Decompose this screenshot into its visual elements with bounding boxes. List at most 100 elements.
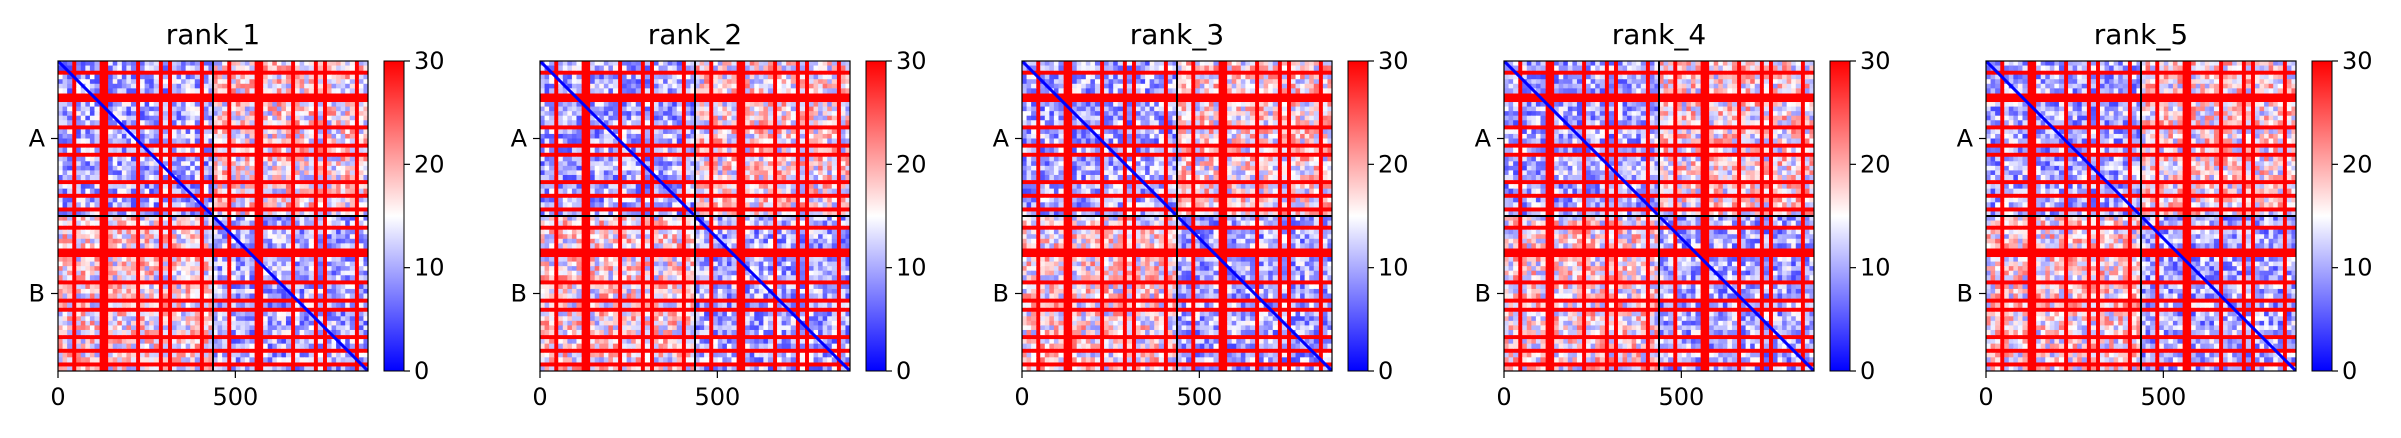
heatmap-cell	[263, 156, 269, 162]
heatmap-cell	[799, 352, 806, 358]
heatmap-cell	[295, 120, 301, 126]
heatmap-cell	[112, 234, 118, 240]
heatmap-cell	[117, 74, 123, 80]
heatmap-cell	[358, 197, 365, 203]
heatmap-cell	[663, 216, 669, 222]
heatmap-cell	[626, 261, 632, 267]
heatmap-cell	[317, 74, 324, 80]
heatmap-cell	[267, 129, 273, 135]
heatmap-cell	[622, 111, 628, 117]
heatmap-cell	[827, 293, 833, 299]
heatmap-cell	[349, 275, 355, 281]
heatmap-cell	[185, 79, 191, 85]
heatmap-cell	[267, 316, 273, 322]
heatmap-cell	[731, 74, 737, 80]
heatmap-cell	[185, 197, 191, 203]
heatmap-cell	[622, 83, 628, 89]
heatmap-cell	[658, 120, 664, 126]
heatmap-cell	[235, 197, 241, 203]
heatmap-cell	[599, 161, 605, 167]
heatmap-cell	[695, 111, 701, 117]
heatmap-cell	[336, 311, 342, 317]
heatmap-cell	[240, 316, 246, 322]
heatmap-cell	[185, 339, 191, 345]
heatmap-cell	[599, 184, 605, 190]
heatmap-cell	[244, 74, 251, 80]
heatmap-cell	[140, 216, 146, 222]
heatmap-cell	[631, 243, 637, 249]
heatmap-cell	[635, 129, 641, 135]
heatmap-cell	[608, 174, 614, 181]
heatmap-cell	[549, 329, 555, 336]
heatmap-cell	[349, 316, 355, 322]
heatmap-cell	[153, 174, 159, 181]
heatmap-cell	[299, 65, 305, 71]
heatmap-cell	[590, 156, 596, 162]
heatmap-cell	[558, 83, 564, 89]
heatmap-cell	[340, 184, 346, 190]
heatmap-cell	[558, 238, 564, 244]
heatmap-cell	[644, 238, 651, 244]
heatmap-cell	[358, 174, 365, 181]
heatmap-cell	[758, 357, 764, 363]
heatmap-cell	[786, 106, 792, 112]
heatmap-cell	[781, 343, 787, 349]
heatmap-cell	[631, 284, 637, 290]
heatmap-cell	[299, 111, 305, 117]
heatmap-cell	[176, 266, 182, 272]
heatmap-cell	[699, 229, 705, 235]
heatmap-cell	[58, 115, 64, 121]
heatmap-cell	[672, 106, 678, 112]
heatmap-cell	[304, 243, 310, 249]
heatmap-cell	[777, 88, 783, 94]
heatmap-cell	[781, 275, 787, 281]
heatmap-cell	[130, 266, 137, 272]
heatmap-cell	[622, 156, 628, 162]
heatmap-cell	[181, 197, 187, 203]
heatmap-cell	[567, 170, 573, 176]
heatmap-cell	[108, 275, 114, 281]
heatmap-cell	[89, 211, 96, 217]
heatmap-cell	[295, 234, 301, 240]
heatmap-cell	[240, 302, 246, 308]
heatmap-cell	[635, 339, 641, 345]
heatmap-cell	[244, 320, 251, 327]
heatmap-cell	[626, 74, 632, 80]
heatmap-cell	[653, 165, 660, 172]
heatmap-cell	[76, 234, 82, 240]
heatmap-cell	[231, 202, 237, 208]
heatmap-cell	[558, 65, 564, 71]
heatmap-cell	[363, 275, 368, 281]
heatmap-cell	[176, 111, 182, 117]
heatmap-cell	[745, 216, 751, 222]
heatmap-cell	[76, 320, 82, 327]
heatmap-cell	[571, 202, 578, 208]
heatmap-cell	[194, 61, 200, 67]
heatmap-cell	[549, 343, 555, 349]
heatmap-cell	[308, 238, 314, 244]
heatmap-cell	[658, 61, 664, 67]
heatmap-cell	[108, 115, 114, 121]
heatmap-cell	[672, 79, 678, 85]
heatmap-cell	[612, 220, 619, 226]
heatmap-cell	[144, 270, 150, 276]
heatmap-cell	[299, 352, 305, 358]
heatmap-cell	[704, 270, 710, 276]
heatmap-cell	[58, 284, 64, 290]
heatmap-cell	[153, 211, 159, 217]
heatmap-cell	[745, 320, 751, 327]
heatmap-cell	[108, 74, 114, 80]
heatmap-cell	[89, 184, 96, 190]
heatmap-cell	[658, 352, 664, 358]
heatmap-cell	[336, 288, 342, 295]
heatmap-cell	[94, 188, 100, 194]
heatmap-cell	[777, 316, 783, 322]
heatmap-cell	[672, 302, 678, 308]
heatmap-cell	[149, 293, 155, 299]
heatmap-cell	[80, 339, 86, 345]
heatmap-cell	[340, 366, 346, 371]
heatmap-cell	[285, 156, 292, 162]
heatmap-cell	[62, 352, 68, 358]
heatmap-cell	[194, 102, 200, 108]
heatmap-cell	[731, 311, 737, 317]
